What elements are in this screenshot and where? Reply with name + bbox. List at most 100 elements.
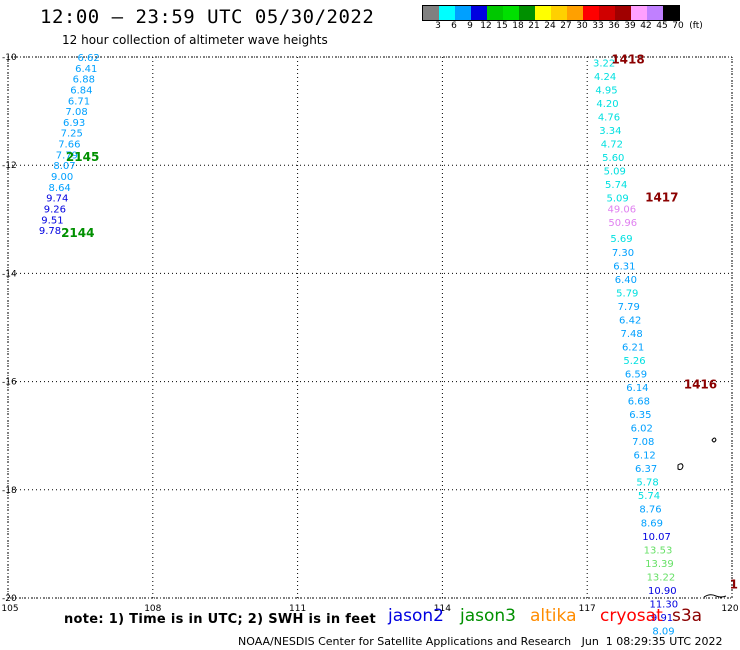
wave-height-reading: 7.25 — [61, 129, 83, 140]
wave-height-reading: 4.76 — [598, 113, 620, 124]
scale-label: 70 — [672, 21, 684, 31]
wave-height-reading: 5.60 — [602, 153, 624, 164]
scale-label: 24 — [544, 21, 556, 31]
y-tick-label: -14 — [2, 269, 17, 279]
wave-height-reading: 6.21 — [622, 342, 644, 353]
scale-label: 30 — [576, 21, 588, 31]
wave-height-reading: 50.96 — [608, 218, 637, 229]
scale-swatch — [471, 6, 487, 20]
track-time-label: 2145 — [66, 150, 99, 164]
wave-height-color-scale — [422, 5, 680, 21]
wave-height-reading: 5.26 — [623, 356, 645, 367]
footer-credit: NOAA/NESDIS Center for Satellite Applica… — [238, 635, 723, 648]
x-tick-label: 108 — [144, 604, 161, 614]
wave-height-reading: 13.39 — [645, 559, 674, 570]
wave-height-reading: 6.84 — [70, 85, 92, 96]
scale-swatch — [599, 6, 615, 20]
track-time-label: 1417 — [645, 191, 678, 205]
scale-label: 21 — [528, 21, 540, 31]
wave-height-reading: 9.51 — [41, 215, 63, 226]
scale-swatch — [663, 6, 679, 20]
wave-height-reading: 11.30 — [649, 599, 678, 610]
wave-height-reading: 6.59 — [625, 369, 647, 380]
wave-height-reading: 49.06 — [607, 204, 636, 215]
scale-label: 15 — [496, 21, 508, 31]
scale-swatch — [583, 6, 599, 20]
wave-height-reading: 6.41 — [75, 64, 97, 75]
map-frame — [7, 56, 733, 599]
y-tick-label: -10 — [2, 53, 17, 63]
scale-label: 42 — [640, 21, 652, 31]
scale-swatch — [615, 6, 631, 20]
scale-label: 27 — [560, 21, 572, 31]
wave-height-reading: 9.78 — [39, 226, 61, 237]
wave-height-reading: 8.69 — [641, 518, 663, 529]
wave-height-reading: 9.00 — [51, 172, 73, 183]
scale-swatch — [423, 6, 439, 20]
scale-swatch — [503, 6, 519, 20]
wave-height-reading: 6.37 — [635, 464, 657, 475]
scale-label: 39 — [624, 21, 636, 31]
wave-height-reading: 4.20 — [596, 99, 618, 110]
wave-height-reading: 10.07 — [642, 532, 671, 543]
wave-height-reading: 6.42 — [619, 315, 641, 326]
wave-height-reading: 5.09 — [607, 194, 629, 205]
scale-swatch — [535, 6, 551, 20]
wave-height-reading: 4.95 — [595, 85, 617, 96]
x-tick-label: 120 — [721, 604, 738, 614]
scale-label: 33 — [592, 21, 604, 31]
scale-swatch — [487, 6, 503, 20]
wave-height-reading: 7.66 — [58, 140, 80, 151]
satellite-label-jason2: jason2 — [388, 606, 444, 626]
scale-swatch — [647, 6, 663, 20]
x-tick-label: 114 — [434, 604, 451, 614]
scale-label: 3 — [435, 21, 441, 31]
wave-height-reading: 5.74 — [638, 491, 660, 502]
wave-height-reading: 4.72 — [601, 140, 623, 151]
wave-height-reading: 6.88 — [73, 75, 95, 86]
island-outline — [711, 437, 717, 443]
page-title: 12:00 – 23:59 UTC 05/30/2022 — [40, 6, 375, 28]
scale-swatch — [455, 6, 471, 20]
wave-height-reading: 8.07 — [53, 161, 75, 172]
wave-height-reading: 3.34 — [599, 126, 621, 137]
scale-swatch — [519, 6, 535, 20]
x-tick-label: 111 — [289, 604, 306, 614]
satellite-label-jason3: jason3 — [460, 606, 516, 626]
track-time-label: 1416 — [684, 377, 717, 391]
x-tick-label: 117 — [579, 604, 596, 614]
wave-height-reading: 9.26 — [44, 204, 66, 215]
wave-height-reading: 10.90 — [648, 586, 677, 597]
scale-label: 18 — [512, 21, 524, 31]
wave-height-reading: 7.30 — [612, 248, 634, 259]
island-outline — [677, 463, 684, 471]
wave-height-reading: 6.14 — [626, 383, 648, 394]
satellite-label-cryosat: cryosat — [600, 606, 663, 626]
wave-height-reading: 5.69 — [610, 234, 632, 245]
wave-height-reading: 8.64 — [49, 183, 71, 194]
wave-height-reading: 13.53 — [644, 545, 673, 556]
y-tick-label: -16 — [2, 378, 17, 388]
scale-label: 12 — [480, 21, 492, 31]
wave-height-reading: 3.22 — [593, 58, 615, 69]
scale-swatch — [439, 6, 455, 20]
coastline — [703, 594, 727, 598]
scale-label: 9 — [467, 21, 473, 31]
wave-height-reading: 9.74 — [46, 194, 68, 205]
wave-height-reading: 5.74 — [605, 180, 627, 191]
wave-height-reading: 6.02 — [631, 424, 653, 435]
wave-height-reading: 7.08 — [632, 437, 654, 448]
wave-height-reading: 5.09 — [604, 167, 626, 178]
wave-height-reading: 6.68 — [628, 397, 650, 408]
page-subtitle: 12 hour collection of altimeter wave hei… — [62, 33, 328, 47]
scale-swatch — [551, 6, 567, 20]
y-tick-label: -12 — [2, 161, 17, 171]
wave-height-reading: 6.35 — [629, 410, 651, 421]
y-tick-label: -18 — [2, 486, 17, 496]
wave-height-reading: 7.79 — [56, 150, 78, 161]
wave-height-reading: 5.79 — [616, 288, 638, 299]
y-tick-label: -20 — [2, 594, 17, 604]
wave-height-reading: 7.08 — [65, 107, 87, 118]
wave-height-reading: 13.22 — [647, 572, 676, 583]
